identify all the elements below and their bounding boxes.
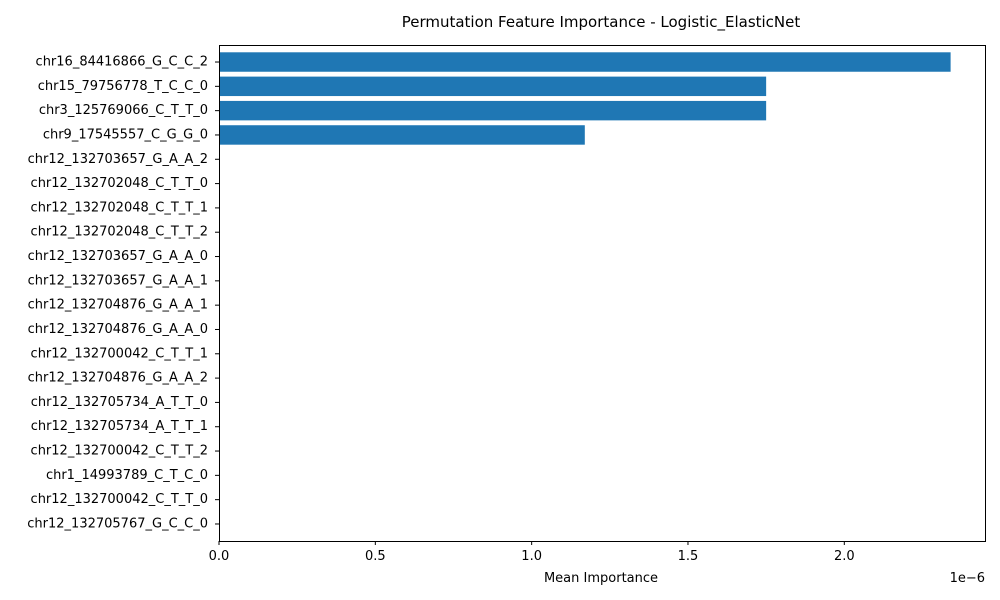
y-tick-label: chr12_132700042_C_T_T_0 xyxy=(31,492,208,507)
y-tick-label: chr12_132704876_G_A_A_2 xyxy=(28,371,208,386)
y-tick-label: chr12_132705767_G_C_C_0 xyxy=(27,516,208,531)
bars xyxy=(219,52,951,145)
x-tick-label: 1.5 xyxy=(678,549,699,564)
x-tick-label: 0.0 xyxy=(209,549,230,564)
x-axis-title: Mean Importance xyxy=(544,571,658,586)
bar xyxy=(219,76,767,97)
y-tick-label: chr12_132702048_C_T_T_1 xyxy=(31,200,208,215)
y-tick-label: chr16_84416866_G_C_C_2 xyxy=(36,55,208,70)
y-tick-label: chr12_132702048_C_T_T_2 xyxy=(31,225,208,240)
bar xyxy=(219,100,767,121)
y-tick-label: chr1_14993789_C_T_C_0 xyxy=(46,468,208,483)
y-axis-ticks: chr16_84416866_G_C_C_2 chr15_79756778_T_C… xyxy=(27,55,219,531)
y-tick-label: chr12_132704876_G_A_A_0 xyxy=(28,322,208,337)
bar xyxy=(219,125,585,145)
x-tick-label: 0.5 xyxy=(365,549,386,564)
y-tick-label: chr12_132703657_G_A_A_0 xyxy=(28,249,208,264)
y-tick-label: chr12_132700042_C_T_T_1 xyxy=(31,346,208,361)
y-tick-label: chr12_132705734_A_T_T_1 xyxy=(31,419,208,434)
y-tick-label: chr12_132704876_G_A_A_1 xyxy=(28,298,208,313)
y-tick-label: chr9_17545557_C_G_G_0 xyxy=(43,127,208,142)
y-tick-label: chr3_125769066_C_T_T_0 xyxy=(39,103,208,118)
x-tick-label: 1.0 xyxy=(521,549,542,564)
x-axis-scale-note: 1e−6 xyxy=(950,571,985,586)
chart-title: Permutation Feature Importance - Logisti… xyxy=(402,13,801,32)
y-tick-label: chr12_132703657_G_A_A_2 xyxy=(28,152,208,167)
x-tick-label: 2.0 xyxy=(834,549,855,564)
x-axis-ticks: 0.0 0.5 1.0 1.5 2.0 xyxy=(209,541,855,564)
y-tick-label: chr15_79756778_T_C_C_0 xyxy=(38,79,208,94)
y-tick-label: chr12_132700042_C_T_T_2 xyxy=(31,444,208,459)
y-tick-label: chr12_132703657_G_A_A_1 xyxy=(28,273,208,288)
y-tick-label: chr12_132702048_C_T_T_0 xyxy=(31,176,208,191)
y-tick-label: chr12_132705734_A_T_T_0 xyxy=(31,395,208,410)
plot-frame xyxy=(219,45,986,542)
bar xyxy=(219,52,951,72)
